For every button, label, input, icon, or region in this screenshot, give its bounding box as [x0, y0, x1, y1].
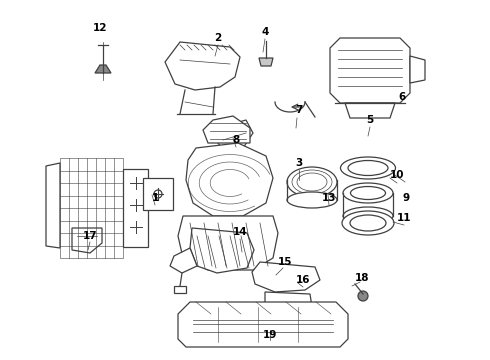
Circle shape: [358, 291, 368, 301]
Text: 12: 12: [93, 23, 107, 33]
Polygon shape: [95, 65, 111, 73]
Polygon shape: [72, 228, 102, 253]
Text: 7: 7: [295, 105, 303, 115]
Ellipse shape: [343, 183, 393, 203]
Text: 14: 14: [233, 227, 247, 237]
Text: 16: 16: [296, 275, 310, 285]
Text: 11: 11: [397, 213, 411, 223]
Polygon shape: [345, 103, 395, 118]
Text: 6: 6: [398, 92, 406, 102]
Polygon shape: [410, 56, 425, 83]
Bar: [123, 169, 148, 247]
Text: 4: 4: [261, 27, 269, 37]
Text: 2: 2: [215, 33, 221, 43]
Ellipse shape: [287, 167, 337, 197]
Polygon shape: [259, 58, 273, 66]
Ellipse shape: [287, 192, 337, 208]
Polygon shape: [203, 116, 250, 143]
Bar: [143, 178, 173, 210]
Text: 17: 17: [83, 231, 98, 241]
Ellipse shape: [342, 211, 394, 235]
Bar: [60, 158, 123, 258]
Ellipse shape: [350, 215, 386, 231]
Ellipse shape: [343, 207, 393, 225]
Text: 15: 15: [278, 257, 292, 267]
Text: 19: 19: [263, 330, 277, 340]
Polygon shape: [178, 302, 348, 347]
Ellipse shape: [350, 186, 386, 199]
Polygon shape: [190, 228, 254, 273]
Text: 18: 18: [355, 273, 369, 283]
Polygon shape: [216, 120, 253, 150]
Polygon shape: [265, 292, 312, 307]
Polygon shape: [252, 262, 320, 292]
Text: 3: 3: [295, 158, 303, 168]
Polygon shape: [46, 163, 60, 248]
Polygon shape: [330, 38, 410, 103]
Text: 5: 5: [367, 115, 374, 125]
Ellipse shape: [341, 157, 395, 179]
Text: 8: 8: [232, 135, 240, 145]
Text: 10: 10: [390, 170, 404, 180]
Polygon shape: [174, 286, 186, 293]
Text: 13: 13: [322, 193, 336, 203]
Text: 1: 1: [151, 193, 159, 203]
Ellipse shape: [348, 161, 388, 175]
Text: 9: 9: [402, 193, 410, 203]
Polygon shape: [178, 216, 278, 270]
Polygon shape: [165, 42, 240, 90]
Polygon shape: [186, 143, 273, 216]
Circle shape: [154, 190, 162, 198]
Polygon shape: [170, 248, 197, 273]
